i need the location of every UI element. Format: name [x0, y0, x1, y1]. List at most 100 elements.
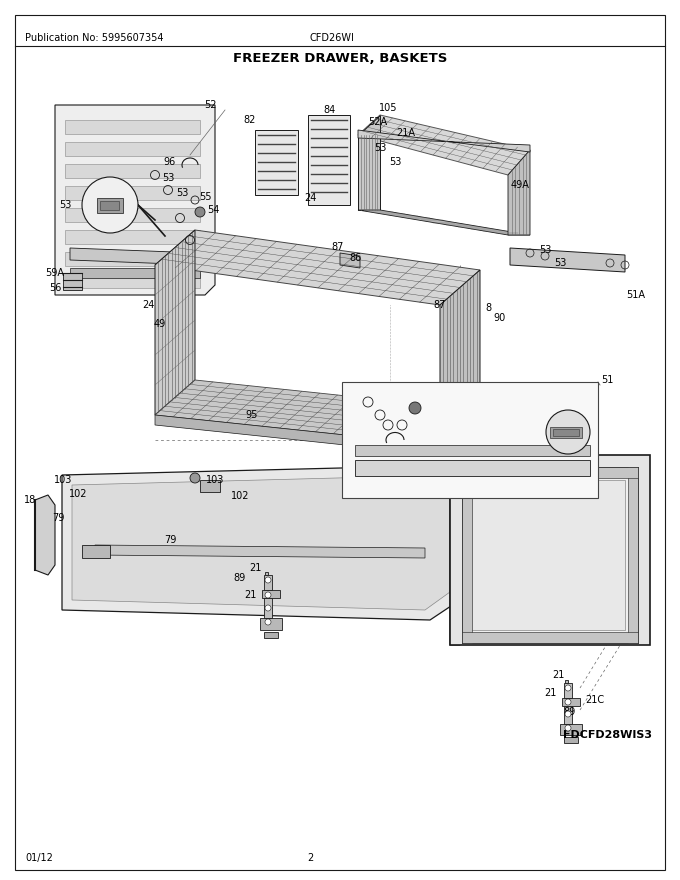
Text: 59: 59: [477, 445, 489, 455]
Text: 96: 96: [164, 157, 176, 167]
Circle shape: [265, 605, 271, 611]
Circle shape: [195, 207, 205, 217]
Polygon shape: [264, 575, 272, 590]
Circle shape: [190, 473, 200, 483]
Polygon shape: [560, 724, 582, 735]
Text: 21C: 21C: [585, 695, 605, 705]
Text: 95: 95: [245, 410, 258, 420]
Polygon shape: [564, 737, 578, 743]
Polygon shape: [308, 115, 350, 205]
Text: 2: 2: [307, 853, 313, 863]
Text: 53: 53: [352, 393, 364, 403]
Polygon shape: [462, 467, 638, 643]
Text: 98: 98: [94, 197, 106, 207]
Text: 84: 84: [324, 105, 336, 115]
Polygon shape: [65, 120, 200, 134]
Circle shape: [409, 402, 421, 414]
Text: 102: 102: [69, 489, 87, 499]
Polygon shape: [470, 480, 625, 630]
Text: 79: 79: [52, 513, 64, 523]
Circle shape: [265, 577, 271, 583]
Text: 56: 56: [343, 475, 355, 485]
Text: 89: 89: [564, 707, 576, 717]
Polygon shape: [155, 230, 480, 305]
Text: 53: 53: [469, 383, 481, 393]
Text: 52A: 52A: [369, 117, 388, 127]
Text: 21: 21: [544, 688, 556, 698]
Polygon shape: [358, 115, 530, 175]
Text: 52: 52: [204, 100, 216, 110]
Text: 53: 53: [554, 258, 566, 268]
Polygon shape: [358, 210, 530, 235]
Polygon shape: [358, 130, 530, 152]
Polygon shape: [264, 632, 278, 638]
Circle shape: [265, 592, 271, 598]
Polygon shape: [65, 142, 200, 156]
Polygon shape: [97, 198, 123, 213]
Polygon shape: [35, 495, 55, 575]
Polygon shape: [262, 590, 280, 598]
Polygon shape: [508, 150, 530, 235]
Text: 86: 86: [349, 253, 361, 263]
Text: 53: 53: [58, 200, 71, 210]
Text: 53: 53: [389, 157, 401, 167]
Polygon shape: [564, 706, 572, 724]
Circle shape: [565, 711, 571, 717]
Text: 79: 79: [164, 535, 176, 545]
Text: 53: 53: [176, 188, 188, 198]
Polygon shape: [462, 632, 638, 643]
Text: 21A: 21A: [396, 128, 415, 138]
Text: 11: 11: [399, 483, 411, 493]
Polygon shape: [55, 105, 215, 295]
Polygon shape: [65, 164, 200, 178]
Text: 53: 53: [374, 143, 386, 153]
Polygon shape: [200, 480, 220, 492]
Polygon shape: [440, 270, 480, 445]
Text: 18: 18: [24, 495, 36, 505]
Text: 105: 105: [379, 103, 397, 113]
Polygon shape: [565, 680, 568, 683]
Text: 24: 24: [142, 300, 154, 310]
Text: 51: 51: [601, 375, 613, 385]
Circle shape: [82, 177, 138, 233]
Polygon shape: [65, 252, 200, 266]
Polygon shape: [340, 253, 360, 268]
Text: 102: 102: [231, 491, 250, 501]
Polygon shape: [342, 382, 598, 498]
Polygon shape: [155, 230, 195, 415]
Text: 89: 89: [234, 573, 246, 583]
Polygon shape: [564, 683, 572, 698]
Text: 01/12: 01/12: [25, 853, 53, 863]
Text: 55: 55: [199, 192, 211, 202]
Text: 8: 8: [485, 303, 491, 313]
Polygon shape: [63, 273, 82, 290]
Text: 59A: 59A: [46, 268, 65, 278]
Text: 56: 56: [49, 283, 61, 293]
Polygon shape: [65, 230, 200, 244]
Text: 82: 82: [244, 115, 256, 125]
Polygon shape: [65, 208, 200, 222]
Text: 87: 87: [332, 242, 344, 252]
Text: FDCFD28WIS3: FDCFD28WIS3: [564, 730, 653, 740]
Polygon shape: [260, 618, 282, 630]
Text: 97: 97: [571, 425, 583, 435]
Polygon shape: [358, 115, 380, 210]
Polygon shape: [95, 545, 425, 558]
Polygon shape: [450, 455, 460, 645]
Text: 21: 21: [249, 563, 261, 573]
Polygon shape: [70, 248, 200, 265]
Polygon shape: [553, 429, 579, 436]
Polygon shape: [100, 201, 119, 210]
Polygon shape: [355, 460, 590, 476]
Circle shape: [565, 685, 571, 691]
Text: 51A: 51A: [626, 290, 645, 300]
Polygon shape: [550, 427, 582, 438]
Polygon shape: [462, 467, 472, 643]
Text: 21: 21: [244, 590, 256, 600]
Polygon shape: [510, 248, 625, 272]
Polygon shape: [155, 415, 440, 455]
Text: 87: 87: [434, 300, 446, 310]
Polygon shape: [70, 268, 200, 278]
Text: 1: 1: [527, 455, 533, 465]
Polygon shape: [62, 465, 460, 620]
